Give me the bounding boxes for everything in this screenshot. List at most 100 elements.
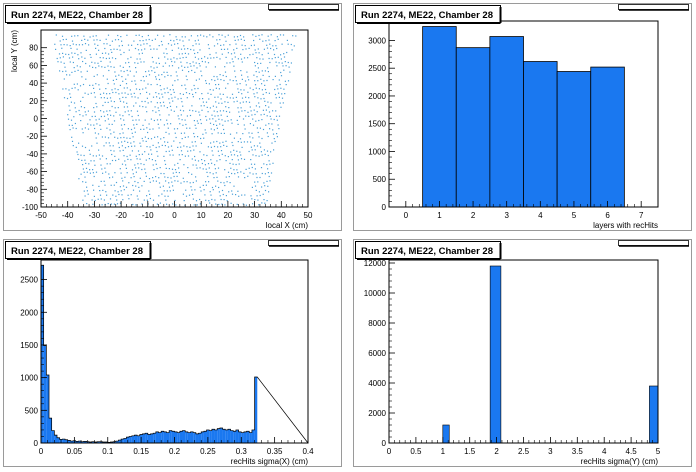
scatter-point [295, 35, 297, 37]
scatter-point [172, 154, 174, 156]
scatter-point [121, 145, 123, 147]
scatter-point [134, 145, 136, 147]
scatter-point [104, 167, 106, 169]
scatter-point [121, 40, 123, 42]
histogram-bar [134, 435, 138, 443]
scatter-point [252, 173, 254, 175]
scatter-point [92, 172, 94, 174]
scatter-point [275, 97, 277, 99]
scatter-point [150, 48, 152, 50]
scatter-point [205, 101, 208, 103]
histogram-bar [83, 441, 87, 443]
scatter-point [198, 43, 200, 45]
scatter-point [62, 56, 64, 58]
scatter-point [193, 149, 195, 151]
histogram-bar [179, 431, 183, 443]
scatter-point [156, 102, 158, 104]
histogram-bar [187, 432, 191, 443]
scatter-point [140, 44, 142, 46]
scatter-point [257, 67, 259, 69]
scatter-point [271, 58, 273, 60]
scatter-point [238, 195, 240, 197]
scatter-point [177, 162, 179, 164]
scatter-point [284, 93, 286, 95]
scatter-point [73, 67, 75, 69]
scatter-point [229, 182, 231, 184]
scatter-point [206, 154, 208, 157]
scatter-point [208, 47, 210, 50]
scatter-point [187, 155, 190, 157]
scatter-point [113, 150, 115, 152]
scatter-point [213, 145, 216, 148]
scatter-point [164, 195, 166, 197]
scatter-point [138, 167, 140, 169]
histogram-bar [41, 265, 44, 443]
chart-panel-3: 0 0.05 0.1 0.15 0.2 0.25 0.3 0.35 0.4 0 500 1000 150… [3, 239, 342, 467]
scatter-point [94, 115, 96, 117]
scatter-point [224, 184, 226, 187]
scatter-point [230, 151, 232, 153]
scatter-point [101, 168, 103, 170]
scatter-point [151, 153, 153, 155]
scatter-point [205, 80, 207, 82]
scatter-point [91, 115, 93, 118]
scatter-point [292, 35, 294, 37]
scatter-point [85, 167, 88, 169]
scatter-point [164, 92, 166, 94]
scatter-point [253, 39, 255, 42]
scatter-point [189, 63, 191, 65]
scatter-point [88, 149, 90, 151]
scatter-point [128, 114, 130, 116]
scatter-point [62, 70, 64, 73]
scatter-point [109, 110, 111, 112]
scatter-point [152, 164, 154, 166]
scatter-point [135, 185, 137, 187]
scatter-point [192, 193, 194, 195]
scatter-point [118, 45, 120, 47]
scatter-point [251, 132, 253, 134]
scatter-point [87, 110, 89, 112]
scatter-point [80, 106, 82, 108]
scatter-point [217, 180, 219, 182]
scatter-point [102, 57, 104, 59]
scatter-point [248, 47, 250, 49]
scatter-point [86, 186, 88, 188]
scatter-point [251, 149, 253, 151]
scatter-point [167, 58, 169, 60]
scatter-point [106, 194, 108, 196]
scatter-point [256, 195, 258, 197]
scatter-point [70, 119, 73, 121]
scatter-point [271, 142, 273, 144]
scatter-point [219, 159, 221, 161]
scatter-point [173, 175, 175, 178]
scatter-point [115, 159, 117, 162]
scatter-point [156, 48, 158, 50]
scatter-point [130, 56, 132, 58]
y-tick-label: 2000 [20, 308, 38, 317]
scatter-point [238, 111, 240, 113]
histogram-bar [193, 432, 196, 443]
scatter-point [270, 118, 272, 120]
scatter-point [119, 49, 121, 51]
x-tick-label: 0.35 [267, 447, 283, 456]
scatter-point [219, 74, 221, 76]
scatter-point [145, 71, 147, 73]
scatter-point [131, 44, 133, 46]
scatter-point [224, 169, 226, 171]
scatter-point [279, 83, 281, 86]
histogram-bar [97, 441, 100, 443]
scatter-point [210, 146, 212, 148]
scatter-point [180, 97, 182, 100]
scatter-point [132, 203, 134, 206]
scatter-point [138, 154, 140, 156]
scatter-point [100, 60, 102, 62]
scatter-point [219, 39, 221, 41]
scatter-point [232, 163, 234, 165]
x-tick-label: 4 [538, 211, 543, 220]
scatter-point [160, 119, 162, 121]
scatter-point [145, 87, 147, 89]
scatter-point [229, 79, 231, 81]
scatter-point [231, 93, 234, 95]
scatter-point [265, 92, 267, 94]
scatter-point [244, 45, 246, 47]
